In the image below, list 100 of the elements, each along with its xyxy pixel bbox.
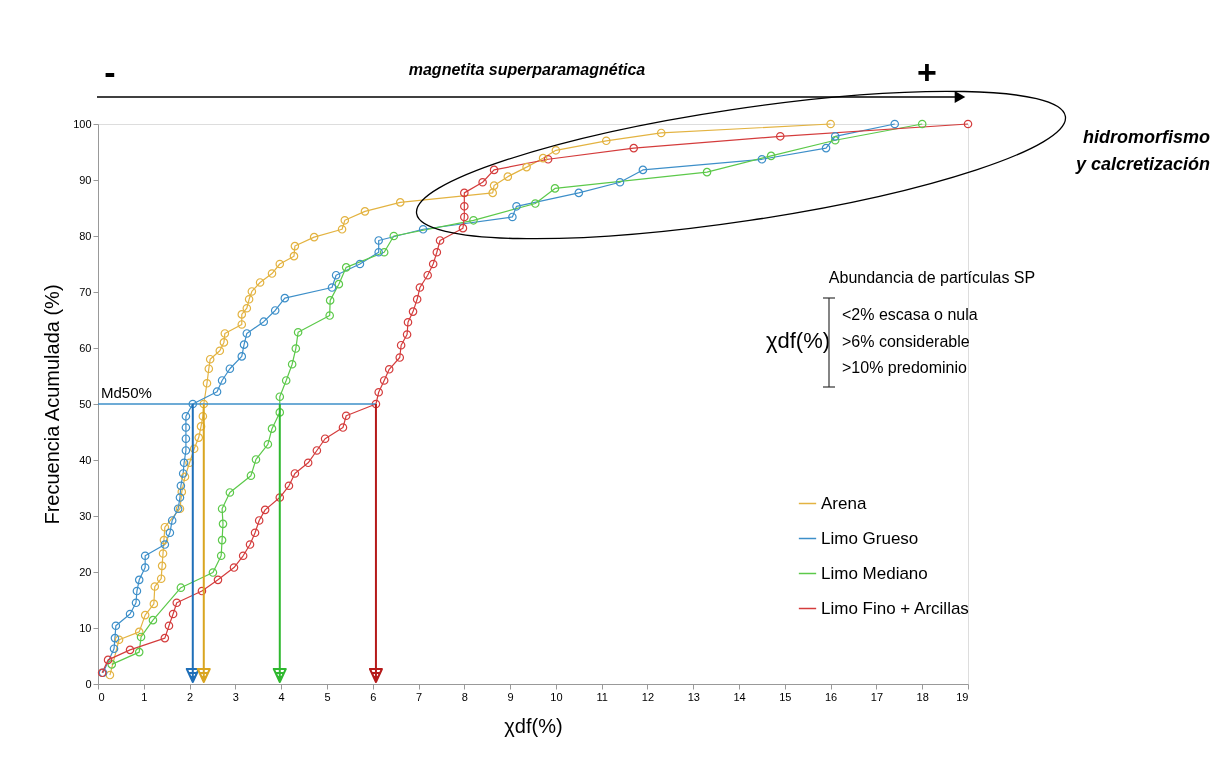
point: [217, 376, 227, 385]
point: [360, 207, 370, 216]
point: [167, 516, 177, 525]
point: [215, 346, 225, 356]
point: [374, 236, 383, 245]
point: [239, 340, 249, 349]
point: [198, 412, 208, 421]
point: [176, 481, 186, 491]
point: [428, 259, 438, 269]
x-tick-label: 17: [870, 690, 884, 703]
point: [217, 535, 227, 545]
point: [270, 306, 280, 315]
point: [110, 633, 120, 643]
point: [179, 458, 189, 468]
point: [275, 408, 285, 417]
point: [460, 202, 469, 211]
point: [225, 488, 235, 497]
point: [254, 516, 264, 525]
point: [208, 568, 218, 577]
point: [199, 399, 209, 409]
point: [402, 330, 412, 339]
x-tick-label: 1: [141, 690, 148, 703]
point: [204, 364, 214, 374]
point: [238, 551, 248, 561]
point: [543, 154, 553, 164]
point: [355, 259, 365, 269]
point: [181, 423, 191, 432]
point: [530, 199, 540, 208]
point: [396, 340, 406, 350]
point: [225, 364, 235, 374]
y-tick-label: 20: [79, 565, 92, 578]
point: [136, 632, 146, 642]
point: [415, 283, 425, 292]
point: [197, 586, 207, 596]
point: [826, 119, 835, 129]
point: [320, 434, 330, 444]
x-tick-label: 12: [641, 690, 655, 703]
point: [134, 627, 144, 637]
point: [194, 433, 204, 442]
point: [478, 177, 487, 187]
point: [109, 644, 119, 654]
point: [158, 549, 168, 558]
annotation: <2% escasa o nula: [842, 306, 978, 323]
point: [303, 458, 313, 468]
point: [550, 184, 560, 193]
x-tick-label: 13: [687, 690, 700, 703]
y-tick-label: 10: [79, 621, 92, 634]
point: [656, 128, 666, 138]
point: [103, 655, 113, 665]
y-tick-label: 80: [79, 229, 92, 242]
point: [488, 188, 498, 198]
point: [418, 224, 428, 234]
point: [202, 378, 212, 388]
x-tick-label: 16: [825, 690, 838, 703]
point: [259, 317, 269, 326]
point: [140, 551, 150, 561]
point: [242, 303, 252, 313]
x-tick-label: 19: [956, 690, 969, 703]
point: [309, 232, 319, 242]
point: [460, 212, 469, 222]
point: [963, 119, 973, 129]
point: [290, 241, 300, 251]
point: [242, 329, 252, 338]
point: [830, 135, 840, 145]
point: [205, 354, 215, 364]
point: [574, 188, 584, 198]
point: [379, 247, 389, 257]
point: [538, 153, 548, 163]
point: [181, 412, 191, 421]
point: [275, 392, 285, 402]
point: [458, 223, 468, 233]
point: [245, 540, 255, 549]
point: [105, 670, 115, 680]
y-tick-label: 0: [85, 677, 92, 690]
point: [489, 181, 499, 190]
point: [107, 660, 117, 669]
x-axis-title: χdf(%): [504, 714, 563, 737]
point: [290, 469, 300, 478]
annotation: >10% predominio: [842, 359, 968, 376]
point: [395, 353, 405, 362]
x-tick-label: 10: [550, 690, 563, 703]
point: [340, 216, 350, 225]
point: [408, 307, 418, 316]
point: [384, 364, 394, 374]
point: [213, 575, 223, 585]
point: [267, 424, 277, 433]
point: [341, 411, 351, 421]
x-tick-label: 18: [916, 690, 929, 703]
point: [615, 177, 625, 187]
point: [150, 582, 160, 591]
point: [374, 387, 383, 397]
point: [281, 376, 291, 385]
point: [131, 598, 141, 608]
point: [508, 212, 517, 222]
point: [338, 423, 348, 432]
point: [432, 247, 442, 257]
point: [263, 440, 273, 449]
point: [374, 247, 383, 257]
point: [371, 399, 381, 409]
point: [160, 540, 170, 549]
